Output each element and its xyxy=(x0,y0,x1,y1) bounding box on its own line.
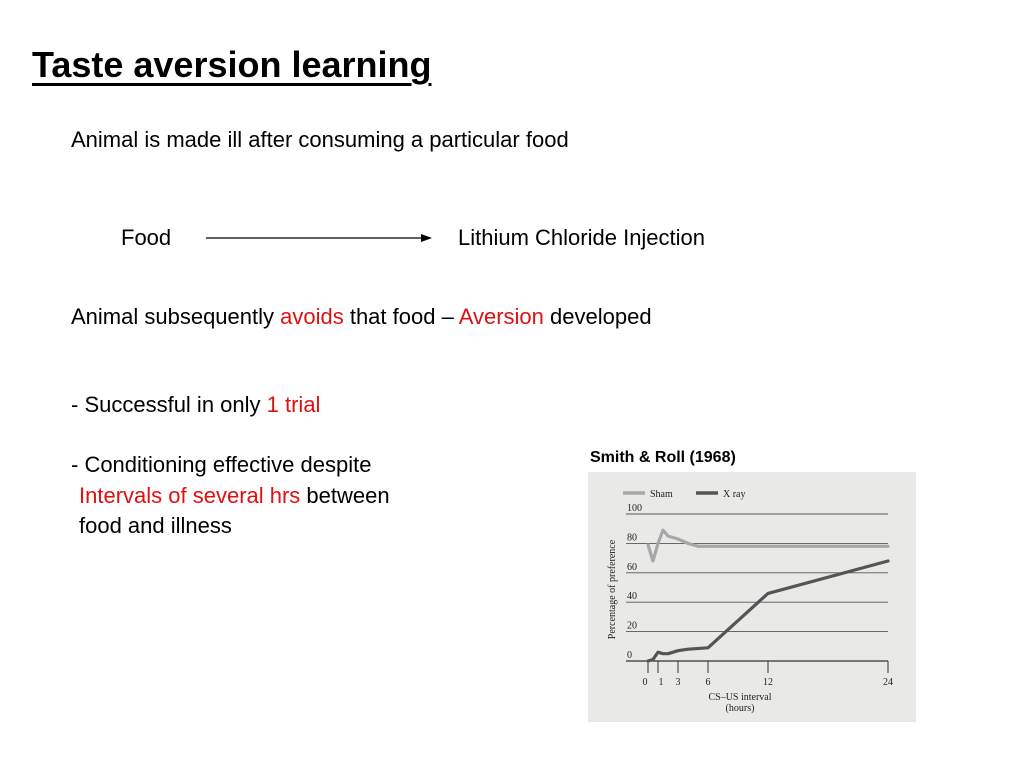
x-axis-title-units: (hours) xyxy=(726,703,755,714)
diagram-injection-label: Lithium Chloride Injection xyxy=(458,225,706,250)
y-tick-label: 60 xyxy=(627,562,637,573)
aversion-line-part5: developed xyxy=(543,304,652,329)
bullet-interval-line2-rest: between xyxy=(300,483,390,508)
bullet-interval-line2: Intervals of several hrs between xyxy=(79,483,390,509)
x-tick-label: 0 xyxy=(643,677,648,688)
y-axis-title: Percentage of preference xyxy=(607,539,618,639)
y-tick-label: 100 xyxy=(627,503,642,514)
x-axis-title: CS–US interval xyxy=(708,692,771,703)
chart-figure: 0 20 40 60 80 100 0 1 3 6 12 24 CS–US interval (hours… xyxy=(588,472,916,722)
aversion-line-part3: that food – xyxy=(343,304,459,329)
bullet-one-trial-text: - Successful in only xyxy=(71,392,267,417)
avoids-highlight: avoids xyxy=(280,304,344,329)
x-tick-label: 12 xyxy=(763,677,773,688)
arrow-icon xyxy=(206,234,432,242)
y-tick-label: 80 xyxy=(627,532,637,543)
series-line-x-ray xyxy=(646,559,890,663)
diagram-food-label: Food xyxy=(121,225,172,250)
y-tick-label: 20 xyxy=(627,621,637,632)
bullet-interval-line1: - Conditioning effective despite xyxy=(71,452,372,477)
series-line-sham xyxy=(646,528,890,563)
bullet-one-trial: - Successful in only 1 trial xyxy=(71,392,320,418)
interval-highlight: Intervals of several hrs xyxy=(79,483,301,508)
x-tick-label: 6 xyxy=(706,677,711,688)
one-trial-highlight: 1 trial xyxy=(266,392,321,417)
aversion-line: Animal subsequently avoids that food – A… xyxy=(71,304,652,330)
y-tick-label: 0 xyxy=(627,650,632,661)
x-tick-label: 24 xyxy=(883,677,893,688)
legend-label-sham: Sham xyxy=(650,489,673,500)
x-tick-label: 1 xyxy=(659,677,664,688)
aversion-highlight: Aversion xyxy=(458,304,544,329)
figure-caption: Smith & Roll (1968) xyxy=(590,449,736,466)
y-tick-label: 40 xyxy=(627,591,637,602)
legend-label-x-ray: X ray xyxy=(723,489,746,500)
intro-line: Animal is made ill after consuming a par… xyxy=(71,127,569,152)
aversion-line-part1: Animal subsequently xyxy=(71,304,281,329)
x-tick-label: 3 xyxy=(676,677,681,688)
slide-title: Taste aversion learning xyxy=(32,44,432,85)
bullet-interval-line3: food and illness xyxy=(79,513,232,538)
